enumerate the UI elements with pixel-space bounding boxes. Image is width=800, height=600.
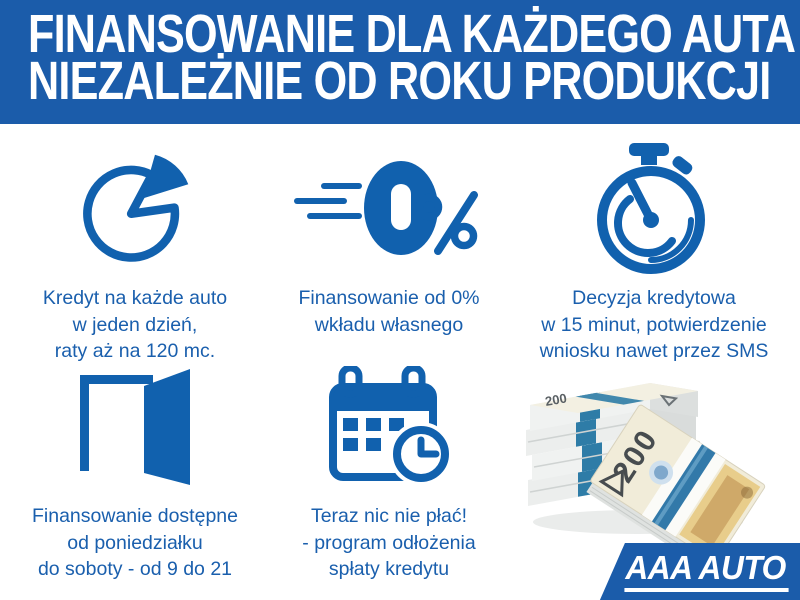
door-panel [143, 369, 190, 485]
header-line-2: NIEZALEŻNIE OD ROKU PRODUKCJI [28, 51, 771, 111]
brand-banner: AAA AUTO [599, 543, 800, 600]
feature-caption: Decyzja kredytowa w 15 minut, potwierdze… [539, 287, 769, 362]
speed-line [321, 183, 362, 189]
percent-slash [434, 191, 478, 255]
calendar-day [366, 418, 381, 431]
feature-availability: Finansowanie dostępne od poniedziałku do… [15, 363, 255, 583]
feature-caption: Teraz nic nie płać! - program odłożenia … [302, 505, 476, 580]
calendar-ring [401, 366, 426, 398]
stopwatch-side-button [672, 156, 693, 175]
speed-line [294, 198, 347, 204]
calendar-day [343, 418, 358, 431]
feature-zero-percent: Finansowanie od 0% wkładu własnego [263, 145, 515, 338]
feature-deferred-payment: Teraz nic nie płać! - program odłożenia … [263, 363, 515, 583]
calendar-day [366, 438, 381, 451]
header-banner: FINANSOWANIE DLA KAŻDEGO AUTA NIEZALEŻNI… [0, 0, 800, 124]
pie-slice [142, 154, 189, 199]
door-frame-left [79, 375, 89, 471]
calendar-day [343, 438, 358, 451]
percent-circle [450, 222, 478, 250]
door-frame-top [79, 375, 153, 384]
stopwatch-ring [597, 166, 705, 274]
stopwatch-center-dot [643, 212, 659, 228]
banknote-value-label: 200 [544, 390, 568, 409]
feature-caption: Finansowanie od 0% wkładu własnego [298, 287, 480, 336]
feature-caption: Finansowanie dostępne od poniedziałku do… [32, 505, 238, 580]
open-door-icon [79, 369, 190, 485]
speed-line [307, 213, 362, 219]
feature-credit-every-car: Kredyt na każde auto w jeden dzień, raty… [15, 145, 255, 365]
stopwatch-button [629, 143, 669, 156]
stopwatch-dial-arc [614, 195, 676, 257]
brand-logo: AAA AUTO [624, 551, 789, 592]
feature-caption: Kredyt na każde auto w jeden dzień, raty… [42, 287, 228, 362]
calendar-ring [338, 366, 363, 398]
clock-ring [393, 426, 449, 482]
clock-hands [417, 436, 440, 458]
banknotes-photo: 200 200 [520, 352, 782, 573]
zero-percent-icon [294, 161, 478, 255]
stopwatch-icon [597, 143, 705, 274]
percent-circle [415, 193, 443, 221]
calendar-day [389, 418, 404, 431]
stopwatch-swoosh [648, 217, 694, 263]
pie-chart-icon [83, 154, 189, 262]
calendar-clock-icon [329, 366, 452, 486]
feature-credit-decision: Decyzja kredytowa w 15 minut, potwierdze… [518, 143, 790, 365]
banknote-stacks: 200 200 [526, 383, 766, 573]
